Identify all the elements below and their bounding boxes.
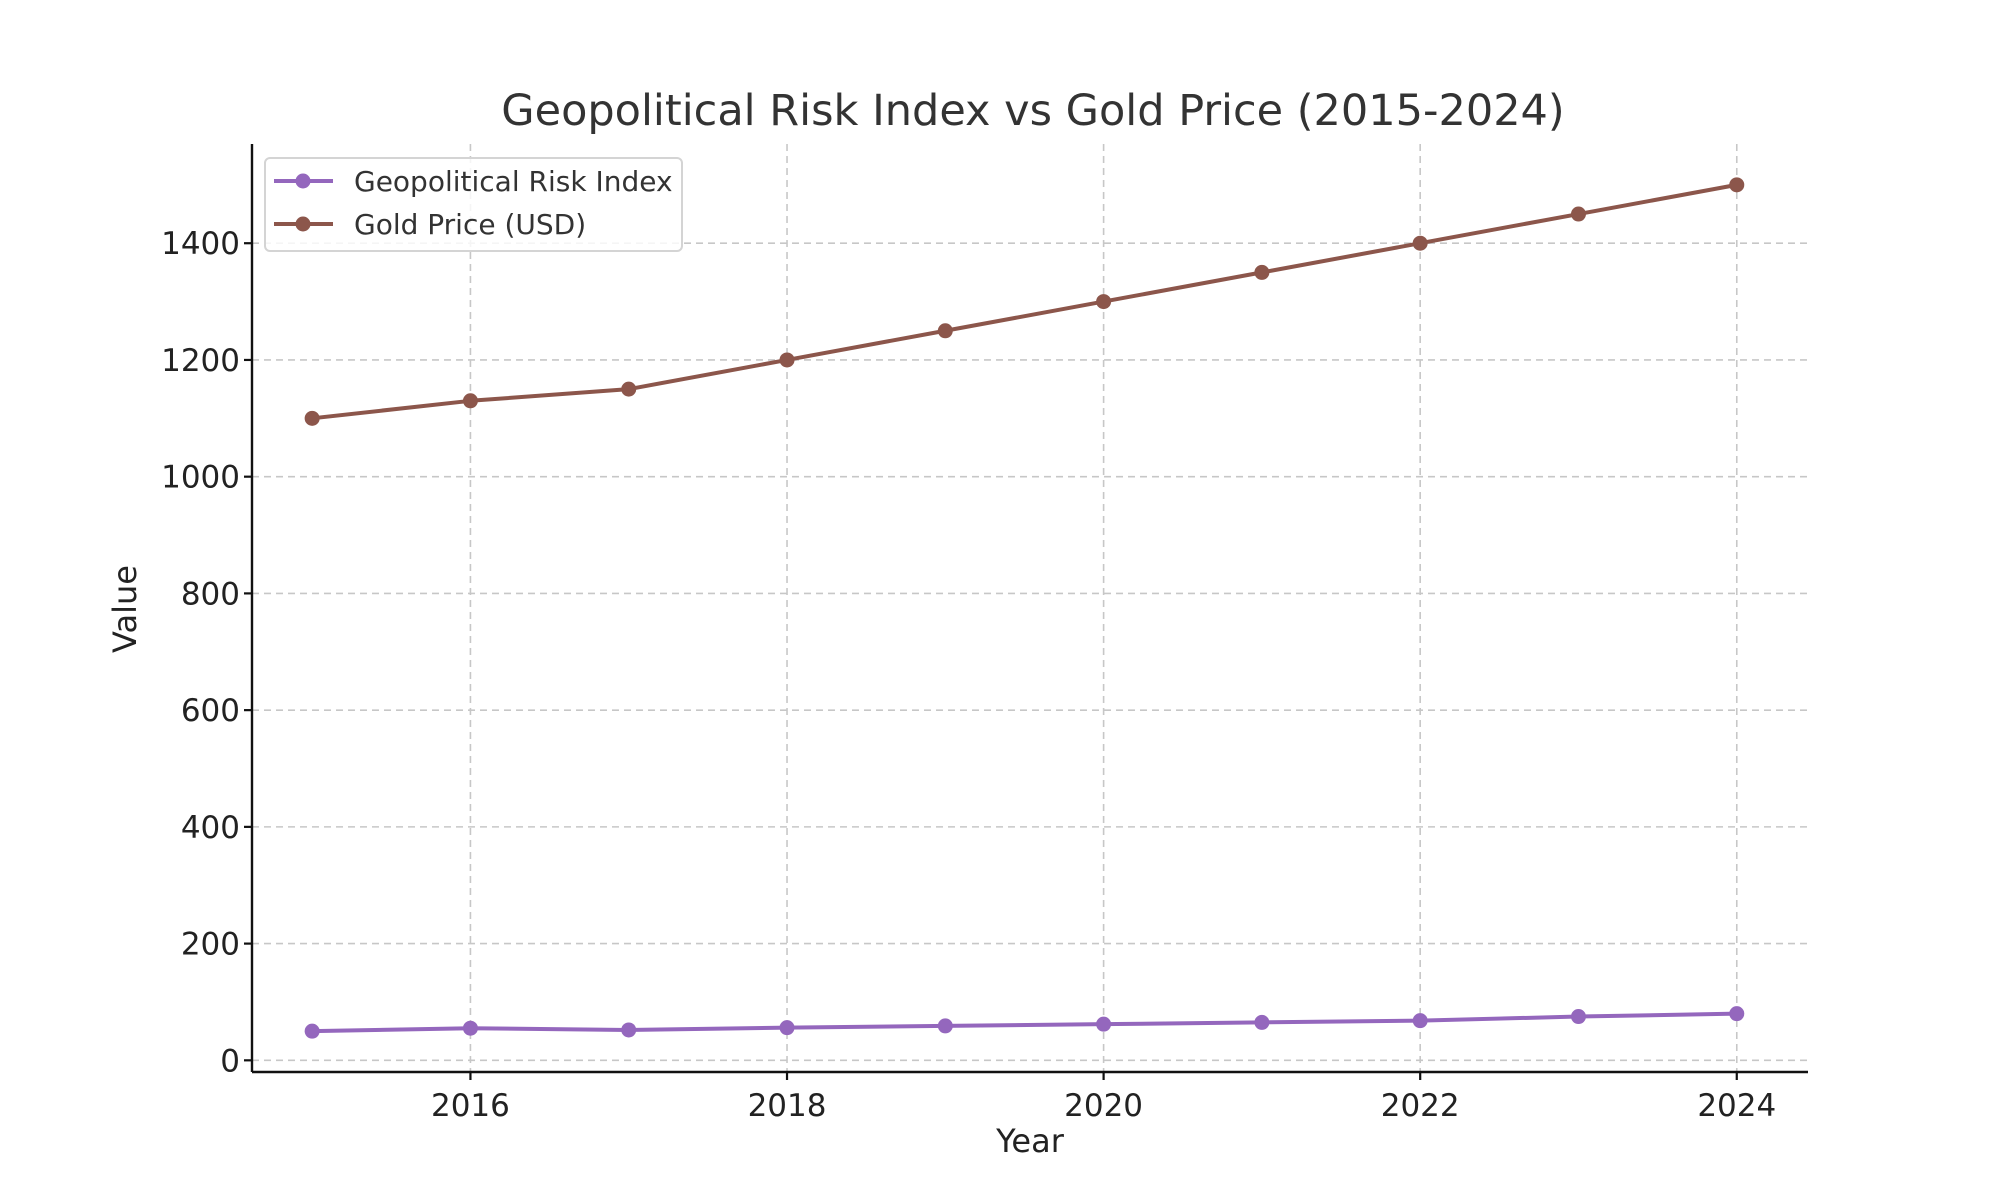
y-tick-label: 0 <box>220 1043 240 1079</box>
gold-price-point <box>1096 294 1112 310</box>
gold-price-point <box>462 393 478 409</box>
x-tick-label: 2016 <box>431 1088 510 1124</box>
legend-label-gold: Gold Price (USD) <box>354 208 586 241</box>
x-axis-label: Year <box>995 1122 1065 1160</box>
x-tick-label: 2022 <box>1381 1088 1460 1124</box>
risk-index-point <box>621 1022 637 1038</box>
gold-price-point <box>779 352 795 368</box>
y-tick-label: 600 <box>181 693 240 729</box>
x-tick-label: 2024 <box>1697 1088 1776 1124</box>
legend-swatch-marker-risk <box>295 173 311 189</box>
risk-index-point <box>1254 1014 1270 1030</box>
risk-index-point <box>462 1020 478 1036</box>
y-tick-label: 800 <box>181 576 240 612</box>
gold-price-line <box>310 182 1739 421</box>
chart-title: Geopolitical Risk Index vs Gold Price (2… <box>501 86 1564 136</box>
risk-index-point <box>1096 1016 1112 1032</box>
gold-price-point <box>621 381 637 397</box>
legend-swatch-marker-gold <box>295 216 311 232</box>
x-axis-ticks: 2016 2018 2020 2022 2024 <box>431 1072 1776 1124</box>
y-tick-label: 1400 <box>161 226 240 262</box>
gold-price-point <box>1412 235 1428 251</box>
gold-price-point <box>1570 206 1586 222</box>
y-tick-label: 200 <box>181 927 240 963</box>
gold-price-point <box>1729 177 1745 193</box>
y-axis-ticks: 0 200 400 600 800 1000 1200 1400 <box>161 226 252 1079</box>
chart-legend: Geopolitical Risk Index Gold Price (USD) <box>264 157 683 252</box>
series-layer <box>304 177 1745 1039</box>
y-axis-label: Value <box>106 565 144 653</box>
risk-index-point <box>937 1018 953 1034</box>
risk-index-point <box>1729 1006 1745 1022</box>
gold-price-point <box>937 323 953 339</box>
gold-price-point <box>1254 264 1270 280</box>
risk-index-point <box>1412 1013 1428 1029</box>
risk-index-point <box>304 1023 320 1039</box>
y-tick-label: 1000 <box>161 460 240 496</box>
risk-index-point <box>1570 1009 1586 1025</box>
x-tick-label: 2020 <box>1064 1088 1143 1124</box>
risk-index-point <box>779 1020 795 1036</box>
grid-layer <box>252 144 1808 1072</box>
risk-index-line <box>310 1011 1739 1034</box>
gold-price-point <box>304 410 320 426</box>
x-tick-label: 2018 <box>748 1088 827 1124</box>
legend-label-risk: Geopolitical Risk Index <box>354 165 673 198</box>
legend-box <box>264 157 683 252</box>
y-tick-label: 1200 <box>161 343 240 379</box>
y-tick-label: 400 <box>181 810 240 846</box>
